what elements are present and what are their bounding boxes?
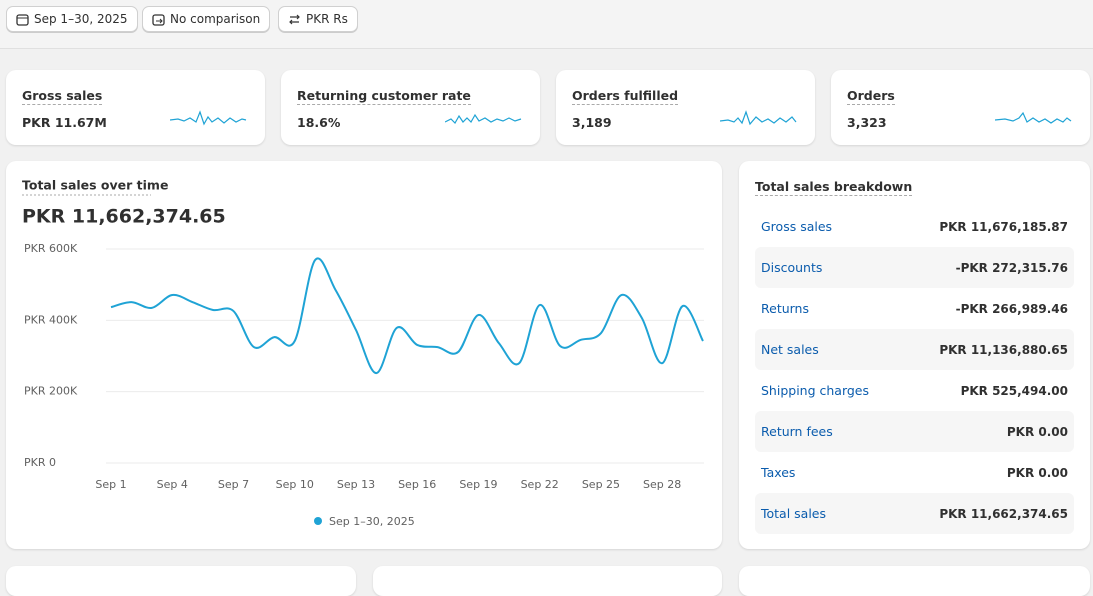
sparkline-path: [170, 110, 247, 126]
breakdown-row: Discounts -PKR 272,315.76: [755, 247, 1074, 288]
currency-text: PKR Rs: [306, 12, 348, 26]
comparison-button[interactable]: No comparison: [142, 6, 271, 32]
y-tick-label: PKR 0: [24, 456, 56, 469]
legend-dot: [314, 517, 322, 525]
breakdown-title: Total sales breakdown: [755, 179, 913, 196]
row-label: Return fees: [761, 424, 833, 439]
breakdown-row: Total sales PKR 11,662,374.65: [755, 493, 1074, 534]
x-tick-label: Sep 7: [218, 478, 249, 491]
chart-title: Total sales over time: [22, 178, 168, 193]
row-value: PKR 0.00: [1006, 424, 1068, 439]
breakdown-row: Returns -PKR 266,989.46: [755, 288, 1074, 329]
row-value: PKR 525,494.00: [960, 383, 1068, 398]
row-label: Shipping charges: [761, 383, 870, 398]
y-tick-label: PKR 200K: [24, 385, 78, 398]
kpi-card: Returning customer rate 18.6%: [281, 70, 540, 145]
currency-icon: [289, 14, 300, 24]
sparkline: [445, 113, 522, 124]
sales-chart-card: Total sales over time PKR 11,662,374.65 …: [6, 161, 722, 549]
date-button[interactable]: Sep 1–30, 2025: [6, 6, 138, 32]
chart: Total sales over time PKR 11,662,374.65 …: [22, 178, 704, 528]
breakdown-row: Shipping charges PKR 525,494.00: [755, 370, 1074, 411]
row-label: Returns: [761, 301, 809, 316]
kpi-value: 18.6%: [297, 115, 341, 130]
kpi-title: Orders fulfilled: [572, 88, 679, 105]
kpi-value: 3,323: [847, 115, 887, 130]
row-label: Discounts: [761, 260, 823, 275]
kpi-title: Orders: [847, 88, 895, 105]
row-label: Gross sales: [761, 219, 833, 234]
kpi-value: 3,189: [572, 115, 612, 130]
kpi-card: Orders 3,323: [831, 70, 1090, 145]
card: [6, 566, 356, 596]
currency-button[interactable]: PKR Rs: [278, 6, 358, 32]
sparkline-path: [445, 113, 522, 124]
comparison-text: No comparison: [170, 12, 261, 26]
calendar-icon: [16, 13, 29, 26]
x-tick-label: Sep 1: [95, 478, 126, 491]
sparkline: [720, 110, 797, 126]
card: [739, 566, 1090, 596]
row-value: PKR 11,662,374.65: [939, 506, 1068, 521]
legend-label: Sep 1–30, 2025: [329, 515, 415, 528]
sparkline: [995, 111, 1072, 124]
kpi-title: Gross sales: [22, 88, 103, 105]
kpi-title: Returning customer rate: [297, 88, 471, 105]
kpi-card: Orders fulfilled 3,189: [556, 70, 815, 145]
kpi-value: PKR 11.67M: [22, 115, 107, 130]
breakdown-row: Gross sales PKR 11,676,185.87: [755, 206, 1074, 247]
y-tick-label: PKR 400K: [24, 313, 78, 326]
sparkline-path: [720, 110, 797, 126]
breakdown-card: Total sales breakdown Gross sales PKR 11,…: [739, 161, 1090, 549]
x-tick-label: Sep 25: [582, 478, 620, 491]
chart-subtitle: PKR 11,662,374.65: [22, 206, 226, 228]
sparkline-path: [995, 111, 1072, 124]
date-text: Sep 1–30, 2025: [34, 12, 128, 26]
row-label: Net sales: [761, 342, 819, 357]
x-tick-label: Sep 28: [643, 478, 681, 491]
compare-icon: [152, 13, 165, 26]
breakdown-row: Net sales PKR 11,136,880.65: [755, 329, 1074, 370]
x-tick-label: Sep 4: [157, 478, 188, 491]
sales-line: [110, 257, 704, 375]
x-tick-label: Sep 22: [521, 478, 559, 491]
breakdown-row: Return fees PKR 0.00: [755, 411, 1074, 452]
row-value: PKR 11,676,185.87: [939, 219, 1068, 234]
breakdown-row: Taxes PKR 0.00: [755, 452, 1074, 493]
x-tick-label: Sep 16: [398, 478, 436, 491]
x-tick-label: Sep 19: [459, 478, 497, 491]
sparkline: [170, 110, 247, 126]
card: [373, 566, 722, 596]
row-value: -PKR 272,315.76: [955, 260, 1068, 275]
y-tick-label: PKR 600K: [24, 242, 78, 255]
row-label: Taxes: [761, 465, 796, 480]
x-tick-label: Sep 13: [337, 478, 375, 491]
row-label: Total sales: [761, 506, 827, 521]
row-value: PKR 0.00: [1006, 465, 1068, 480]
row-value: -PKR 266,989.46: [955, 301, 1068, 316]
kpi-card: Gross sales PKR 11.67M: [6, 70, 265, 145]
toolbar: Sep 1–30, 2025 No comparison PKR Rs: [0, 0, 1093, 49]
row-value: PKR 11,136,880.65: [939, 342, 1068, 357]
x-tick-label: Sep 10: [276, 478, 314, 491]
